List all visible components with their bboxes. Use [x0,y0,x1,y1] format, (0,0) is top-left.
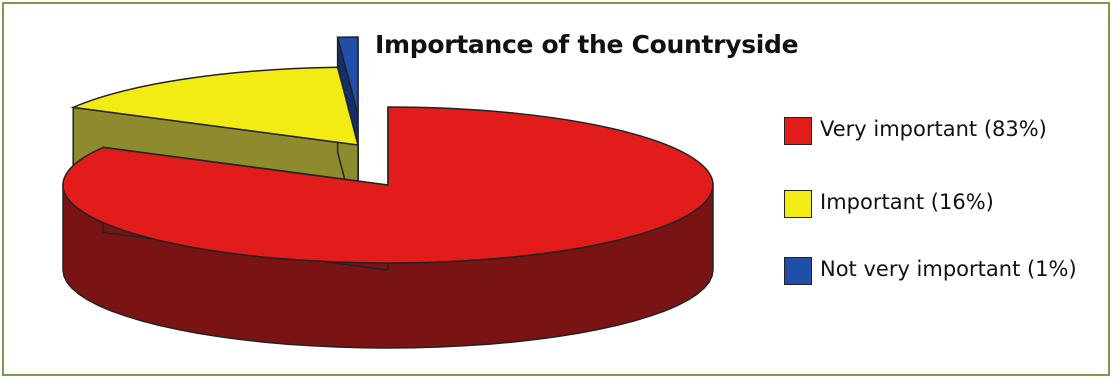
legend-swatch-important [784,190,812,218]
legend-label-very-important: Very important (83%) [820,117,1047,141]
pie-slice-very-important [62,106,714,264]
legend-swatch-very-important [784,117,812,145]
legend-swatch-not-very-important [784,257,812,285]
pie-slice-important [70,66,360,146]
pie-slice-not-very-important [336,36,359,116]
legend-label-important: Important (16%) [820,190,994,214]
legend-label-not-very-important: Not very important (1%) [820,257,1077,281]
chart-title: Importance of the Countryside [375,30,799,59]
